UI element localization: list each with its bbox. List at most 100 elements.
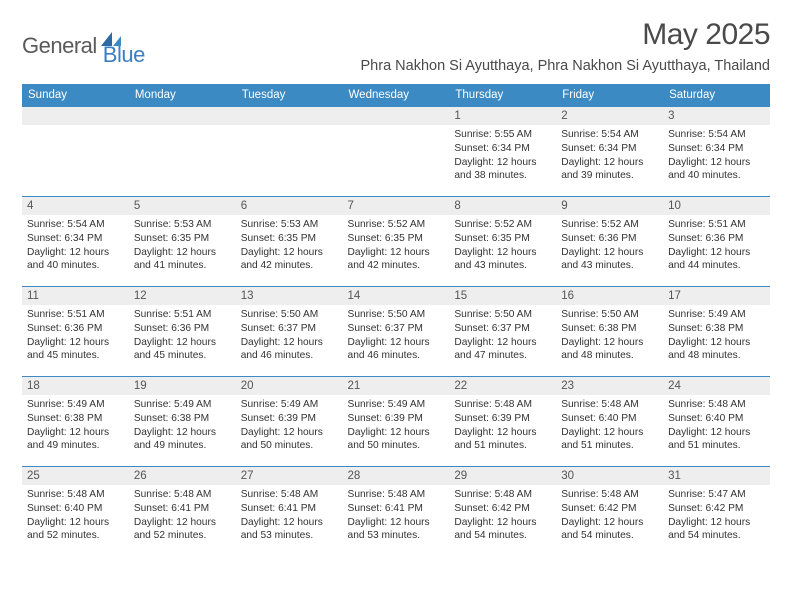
sunset-text: Sunset: 6:41 PM (134, 502, 231, 516)
day-details: Sunrise: 5:51 AMSunset: 6:36 PMDaylight:… (663, 215, 770, 275)
daylight-text: Daylight: 12 hours and 51 minutes. (561, 426, 658, 454)
day-number: 1 (449, 107, 556, 125)
day-details: Sunrise: 5:49 AMSunset: 6:39 PMDaylight:… (236, 395, 343, 455)
calendar-day-cell (22, 107, 129, 197)
sunrise-text: Sunrise: 5:53 AM (134, 218, 231, 232)
header: General Blue May 2025 Phra Nakhon Si Ayu… (22, 18, 770, 80)
daylight-text: Daylight: 12 hours and 49 minutes. (134, 426, 231, 454)
day-details: Sunrise: 5:48 AMSunset: 6:42 PMDaylight:… (556, 485, 663, 545)
sunrise-text: Sunrise: 5:52 AM (348, 218, 445, 232)
calendar-day-cell: 30Sunrise: 5:48 AMSunset: 6:42 PMDayligh… (556, 467, 663, 557)
sunrise-text: Sunrise: 5:48 AM (668, 398, 765, 412)
daylight-text: Daylight: 12 hours and 40 minutes. (668, 156, 765, 184)
day-details: Sunrise: 5:48 AMSunset: 6:41 PMDaylight:… (343, 485, 450, 545)
calendar-day-cell (236, 107, 343, 197)
day-number: 9 (556, 197, 663, 215)
day-number: 16 (556, 287, 663, 305)
daylight-text: Daylight: 12 hours and 52 minutes. (134, 516, 231, 544)
daylight-text: Daylight: 12 hours and 39 minutes. (561, 156, 658, 184)
page-title: May 2025 (361, 18, 771, 52)
day-details: Sunrise: 5:49 AMSunset: 6:38 PMDaylight:… (663, 305, 770, 365)
sunrise-text: Sunrise: 5:48 AM (454, 488, 551, 502)
weekday-header-row: Sunday Monday Tuesday Wednesday Thursday… (22, 84, 770, 107)
day-number: 23 (556, 377, 663, 395)
sunrise-text: Sunrise: 5:50 AM (348, 308, 445, 322)
calendar-day-cell: 15Sunrise: 5:50 AMSunset: 6:37 PMDayligh… (449, 287, 556, 377)
sunrise-text: Sunrise: 5:51 AM (27, 308, 124, 322)
daylight-text: Daylight: 12 hours and 48 minutes. (668, 336, 765, 364)
day-details: Sunrise: 5:50 AMSunset: 6:37 PMDaylight:… (236, 305, 343, 365)
day-number: 12 (129, 287, 236, 305)
sunset-text: Sunset: 6:35 PM (134, 232, 231, 246)
logo-text-blue: Blue (103, 24, 145, 68)
sunrise-text: Sunrise: 5:47 AM (668, 488, 765, 502)
sunset-text: Sunset: 6:39 PM (348, 412, 445, 426)
daylight-text: Daylight: 12 hours and 48 minutes. (561, 336, 658, 364)
daylight-text: Daylight: 12 hours and 52 minutes. (27, 516, 124, 544)
sunrise-text: Sunrise: 5:49 AM (241, 398, 338, 412)
day-number: 18 (22, 377, 129, 395)
daylight-text: Daylight: 12 hours and 42 minutes. (348, 246, 445, 274)
sunset-text: Sunset: 6:41 PM (241, 502, 338, 516)
sunset-text: Sunset: 6:37 PM (241, 322, 338, 336)
calendar-day-cell (129, 107, 236, 197)
day-details: Sunrise: 5:47 AMSunset: 6:42 PMDaylight:… (663, 485, 770, 545)
sunrise-text: Sunrise: 5:51 AM (668, 218, 765, 232)
day-number: 11 (22, 287, 129, 305)
calendar-day-cell (343, 107, 450, 197)
calendar-day-cell: 29Sunrise: 5:48 AMSunset: 6:42 PMDayligh… (449, 467, 556, 557)
calendar-day-cell: 22Sunrise: 5:48 AMSunset: 6:39 PMDayligh… (449, 377, 556, 467)
weekday-header: Friday (556, 84, 663, 107)
calendar-table: Sunday Monday Tuesday Wednesday Thursday… (22, 84, 770, 557)
calendar-body: 1Sunrise: 5:55 AMSunset: 6:34 PMDaylight… (22, 107, 770, 557)
day-number: 7 (343, 197, 450, 215)
sunset-text: Sunset: 6:41 PM (348, 502, 445, 516)
daylight-text: Daylight: 12 hours and 51 minutes. (668, 426, 765, 454)
daylight-text: Daylight: 12 hours and 43 minutes. (561, 246, 658, 274)
day-details: Sunrise: 5:54 AMSunset: 6:34 PMDaylight:… (22, 215, 129, 275)
sunset-text: Sunset: 6:37 PM (348, 322, 445, 336)
sunrise-text: Sunrise: 5:54 AM (668, 128, 765, 142)
day-number: 3 (663, 107, 770, 125)
day-number: 25 (22, 467, 129, 485)
calendar-day-cell: 5Sunrise: 5:53 AMSunset: 6:35 PMDaylight… (129, 197, 236, 287)
calendar-page: General Blue May 2025 Phra Nakhon Si Ayu… (0, 0, 792, 567)
day-number: 13 (236, 287, 343, 305)
sunset-text: Sunset: 6:42 PM (454, 502, 551, 516)
calendar-week-row: 25Sunrise: 5:48 AMSunset: 6:40 PMDayligh… (22, 467, 770, 557)
day-details: Sunrise: 5:54 AMSunset: 6:34 PMDaylight:… (663, 125, 770, 185)
sunrise-text: Sunrise: 5:48 AM (27, 488, 124, 502)
day-details: Sunrise: 5:48 AMSunset: 6:41 PMDaylight:… (129, 485, 236, 545)
sunrise-text: Sunrise: 5:55 AM (454, 128, 551, 142)
sunset-text: Sunset: 6:34 PM (454, 142, 551, 156)
calendar-day-cell: 16Sunrise: 5:50 AMSunset: 6:38 PMDayligh… (556, 287, 663, 377)
sunset-text: Sunset: 6:36 PM (134, 322, 231, 336)
sunrise-text: Sunrise: 5:50 AM (561, 308, 658, 322)
calendar-day-cell: 31Sunrise: 5:47 AMSunset: 6:42 PMDayligh… (663, 467, 770, 557)
sunset-text: Sunset: 6:36 PM (27, 322, 124, 336)
sunset-text: Sunset: 6:35 PM (454, 232, 551, 246)
calendar-day-cell: 2Sunrise: 5:54 AMSunset: 6:34 PMDaylight… (556, 107, 663, 197)
calendar-week-row: 18Sunrise: 5:49 AMSunset: 6:38 PMDayligh… (22, 377, 770, 467)
sunrise-text: Sunrise: 5:52 AM (454, 218, 551, 232)
day-number: 17 (663, 287, 770, 305)
sunset-text: Sunset: 6:42 PM (561, 502, 658, 516)
sunrise-text: Sunrise: 5:48 AM (561, 398, 658, 412)
sunrise-text: Sunrise: 5:48 AM (134, 488, 231, 502)
day-details: Sunrise: 5:52 AMSunset: 6:35 PMDaylight:… (343, 215, 450, 275)
daylight-text: Daylight: 12 hours and 38 minutes. (454, 156, 551, 184)
daylight-text: Daylight: 12 hours and 45 minutes. (134, 336, 231, 364)
sunrise-text: Sunrise: 5:48 AM (241, 488, 338, 502)
sunrise-text: Sunrise: 5:48 AM (454, 398, 551, 412)
day-details: Sunrise: 5:48 AMSunset: 6:40 PMDaylight:… (663, 395, 770, 455)
day-details: Sunrise: 5:55 AMSunset: 6:34 PMDaylight:… (449, 125, 556, 185)
sunrise-text: Sunrise: 5:50 AM (241, 308, 338, 322)
day-details: Sunrise: 5:54 AMSunset: 6:34 PMDaylight:… (556, 125, 663, 185)
calendar-week-row: 4Sunrise: 5:54 AMSunset: 6:34 PMDaylight… (22, 197, 770, 287)
calendar-day-cell: 19Sunrise: 5:49 AMSunset: 6:38 PMDayligh… (129, 377, 236, 467)
weekday-header: Saturday (663, 84, 770, 107)
calendar-day-cell: 12Sunrise: 5:51 AMSunset: 6:36 PMDayligh… (129, 287, 236, 377)
day-number: 24 (663, 377, 770, 395)
calendar-day-cell: 13Sunrise: 5:50 AMSunset: 6:37 PMDayligh… (236, 287, 343, 377)
calendar-day-cell: 27Sunrise: 5:48 AMSunset: 6:41 PMDayligh… (236, 467, 343, 557)
